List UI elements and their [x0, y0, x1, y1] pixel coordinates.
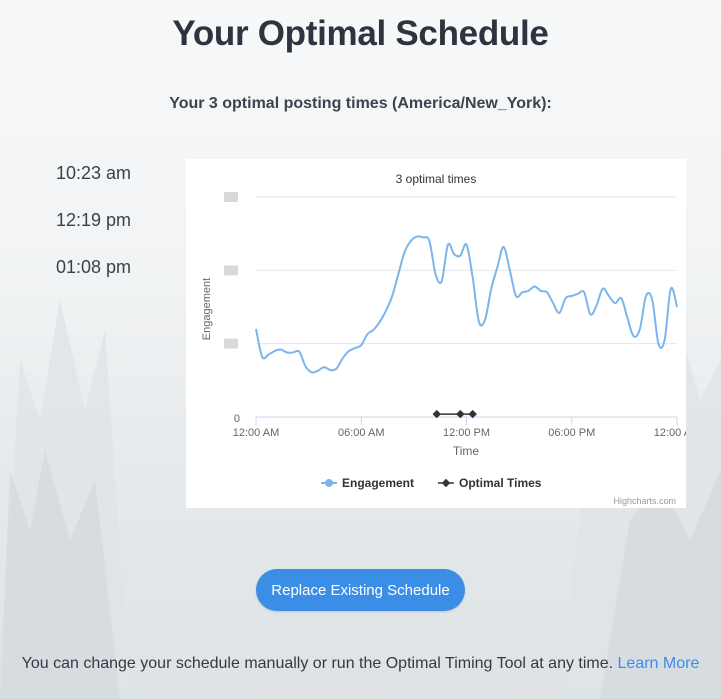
legend-item-engagement[interactable]: Engagement: [321, 476, 414, 490]
y-tick-label-blurred: [224, 265, 238, 276]
y-tick-label-blurred: [224, 338, 238, 349]
x-axis-title: Time: [453, 444, 480, 458]
legend-engagement-marker: [325, 479, 333, 487]
x-tick-label: 06:00 PM: [548, 427, 595, 439]
optimal-time-item: 10:23 am: [56, 163, 132, 183]
footer-note: You can change your schedule manually or…: [0, 655, 721, 673]
chart-credits[interactable]: Highcharts.com: [613, 496, 676, 506]
legend-optimal-marker: [441, 478, 451, 488]
optimal-times-heading: Your 3 optimal posting times (America/Ne…: [169, 95, 552, 112]
optimal-times-list: 10:23 am 12:19 pm 01:08 pm: [56, 160, 131, 301]
y-axis-title: Engagement: [201, 278, 213, 340]
y-tick-label-blurred: [224, 192, 238, 202]
footer-text: You can change your schedule manually or…: [21, 655, 618, 672]
page-title: Your Optimal Schedule: [172, 14, 549, 53]
x-tick-label: 12:00 PM: [443, 427, 490, 439]
engagement-chart: 3 optimal times Engagement Time 0 Highch…: [186, 159, 686, 508]
engagement-series-line: [255, 235, 678, 374]
optimal-time-marker: [456, 409, 465, 419]
x-tick-label: 06:00 AM: [338, 427, 384, 439]
x-tick-label: 12:00 AM: [654, 427, 686, 439]
optimal-time-marker: [432, 409, 442, 419]
y-tick-label-zero: 0: [234, 413, 240, 425]
engagement-chart-svg: 3 optimal times Engagement Time 0 Highch…: [201, 172, 686, 506]
optimal-time-item: 01:08 pm: [56, 257, 132, 277]
optimal-time-item: 12:19 pm: [56, 210, 132, 230]
learn-more-link[interactable]: Learn More: [617, 655, 700, 672]
chart-title: 3 optimal times: [396, 172, 477, 186]
replace-schedule-button[interactable]: Replace Existing Schedule: [256, 569, 465, 611]
legend-engagement-label: Engagement: [342, 476, 414, 490]
x-tick-label: 12:00 AM: [233, 427, 279, 439]
legend-item-optimal-times[interactable]: Optimal Times: [438, 476, 542, 490]
legend-optimal-label: Optimal Times: [459, 476, 542, 490]
optimal-time-marker: [468, 409, 477, 419]
